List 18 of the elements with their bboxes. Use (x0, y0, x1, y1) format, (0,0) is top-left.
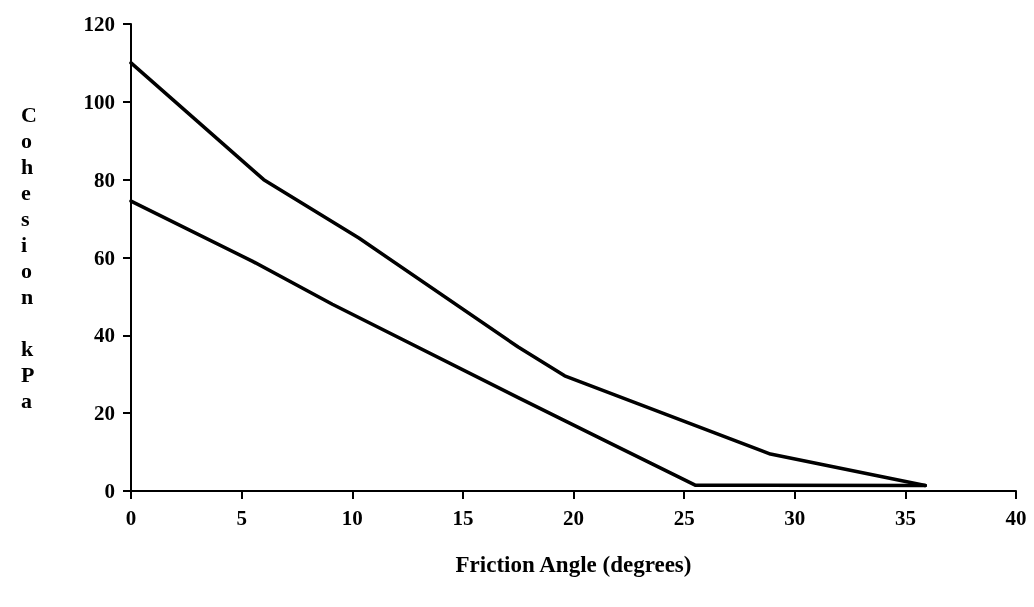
x-tick-label: 0 (125, 505, 137, 530)
x-tick-label: 10 (341, 505, 363, 530)
y-tick-label: 20 (94, 401, 115, 426)
x-axis-title: Friction Angle (degrees) (455, 552, 692, 577)
x-tick-label: 25 (673, 505, 695, 530)
y-tick-label: 40 (94, 323, 115, 348)
x-tick-label: 35 (894, 505, 916, 530)
x-tick-label: 20 (563, 505, 584, 530)
text: Cohesion kPa (21, 102, 37, 413)
x-tick-label: 15 (452, 505, 474, 530)
y-tick-label: 80 (94, 167, 115, 192)
y-tick-label: 60 (94, 245, 115, 270)
x-tick-label: 40 (1005, 505, 1027, 530)
y-tick-label: 100 (83, 89, 115, 114)
y-tick-label: 120 (83, 12, 115, 36)
x-tick-label: 30 (784, 505, 806, 530)
y-tick-label: 0 (104, 479, 115, 503)
x-tick-label: 5 (236, 505, 247, 530)
